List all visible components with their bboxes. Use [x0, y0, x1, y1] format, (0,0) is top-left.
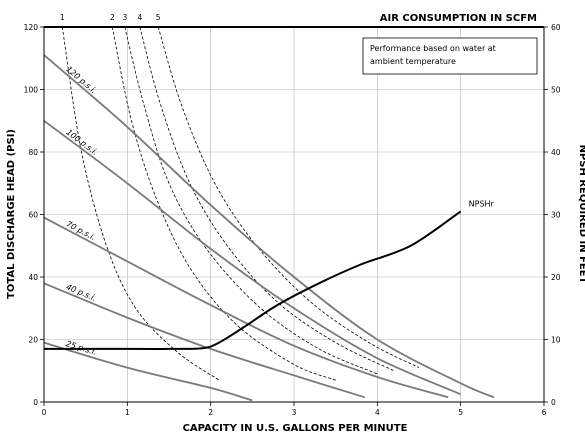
x-tick-label: 1 — [125, 408, 130, 417]
note-line-1: Performance based on water at — [370, 44, 496, 53]
y-tick-label: 40 — [28, 273, 38, 282]
y-tick-label: 120 — [24, 23, 39, 32]
y2-tick-label: 50 — [551, 86, 561, 95]
y-tick-label: 20 — [28, 336, 38, 345]
x-tick-label: 0 — [42, 408, 47, 417]
npsh-line — [43, 210, 462, 350]
air-curve-label: 1 — [60, 13, 65, 22]
y-tick-label: 0 — [33, 398, 38, 407]
pressure-curve-label: 40 p.s.i. — [65, 282, 98, 302]
y-tick-label: 60 — [28, 211, 38, 220]
y-tick-label: 80 — [28, 148, 38, 157]
y2-tick-label: 0 — [551, 398, 556, 407]
pressure-curve — [43, 54, 495, 399]
note-box — [362, 37, 538, 75]
x-tick-label: 4 — [375, 408, 380, 417]
air-curve-1 — [61, 26, 220, 381]
plot-frame — [43, 26, 545, 403]
y2-tick-label: 10 — [551, 336, 561, 345]
air-curve-5 — [157, 26, 420, 368]
air-curve-2 — [111, 26, 336, 381]
pressure-curve — [43, 216, 449, 399]
air-curve-4 — [139, 26, 395, 372]
x-tick-label: 5 — [458, 408, 463, 417]
y2-tick-label: 40 — [551, 148, 561, 157]
y-axis-title: TOTAL DISCHARGE HEAD (PSI) — [6, 129, 17, 299]
air-curve-label: 3 — [122, 13, 127, 22]
air-curve-label: 4 — [137, 13, 142, 22]
air-curve-label: 5 — [156, 13, 161, 22]
note-line-2: ambient temperature — [370, 57, 456, 66]
pressure-curve-label: 120 p.s.i. — [64, 65, 98, 96]
y-tick-label: 100 — [24, 86, 39, 95]
x-axis-title: CAPACITY IN U.S. GALLONS PER MINUTE — [183, 423, 408, 434]
npsh-label: NPSHr — [469, 199, 495, 208]
top-label: AIR CONSUMPTION IN SCFM — [380, 13, 537, 24]
x-tick-label: 6 — [542, 408, 547, 417]
air-curve-label: 2 — [110, 13, 115, 22]
y2-tick-label: 60 — [551, 23, 561, 32]
x-tick-label: 3 — [292, 408, 297, 417]
npsh-curve: NPSHr — [43, 199, 495, 350]
y2-tick-label: 30 — [551, 211, 561, 220]
y2-axis-title: NPSH REQUIRED IN FEET — [577, 145, 585, 284]
pressure-curve — [43, 341, 253, 402]
pressure-curve — [43, 120, 462, 396]
pressure-curve — [43, 282, 366, 399]
y2-tick-label: 20 — [551, 273, 561, 282]
air-curve-3 — [124, 26, 378, 375]
x-tick-label: 2 — [208, 408, 213, 417]
